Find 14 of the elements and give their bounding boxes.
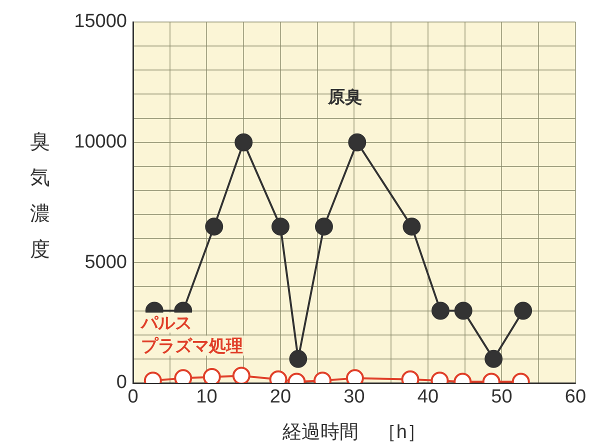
y-tick-label: 10000: [74, 132, 127, 153]
x-tick-label: 60: [564, 386, 586, 408]
x-tick-label: 10: [196, 386, 218, 408]
x-tick-label: 40: [417, 386, 439, 408]
x-tick-label: 20: [270, 386, 292, 408]
x-axis-title: 経過時間 ［h］: [281, 422, 426, 443]
series-label: パルスプラズマ処理: [140, 314, 243, 357]
series-label: 原臭: [327, 87, 362, 108]
y-axis-title: 臭気濃度: [30, 129, 50, 261]
y-tick-label: 5000: [84, 252, 127, 273]
x-tick-label: 50: [491, 386, 512, 408]
x-tick-label: 30: [344, 386, 365, 408]
y-tick-label: 0: [116, 372, 127, 394]
y-tick-label: 15000: [74, 11, 127, 32]
